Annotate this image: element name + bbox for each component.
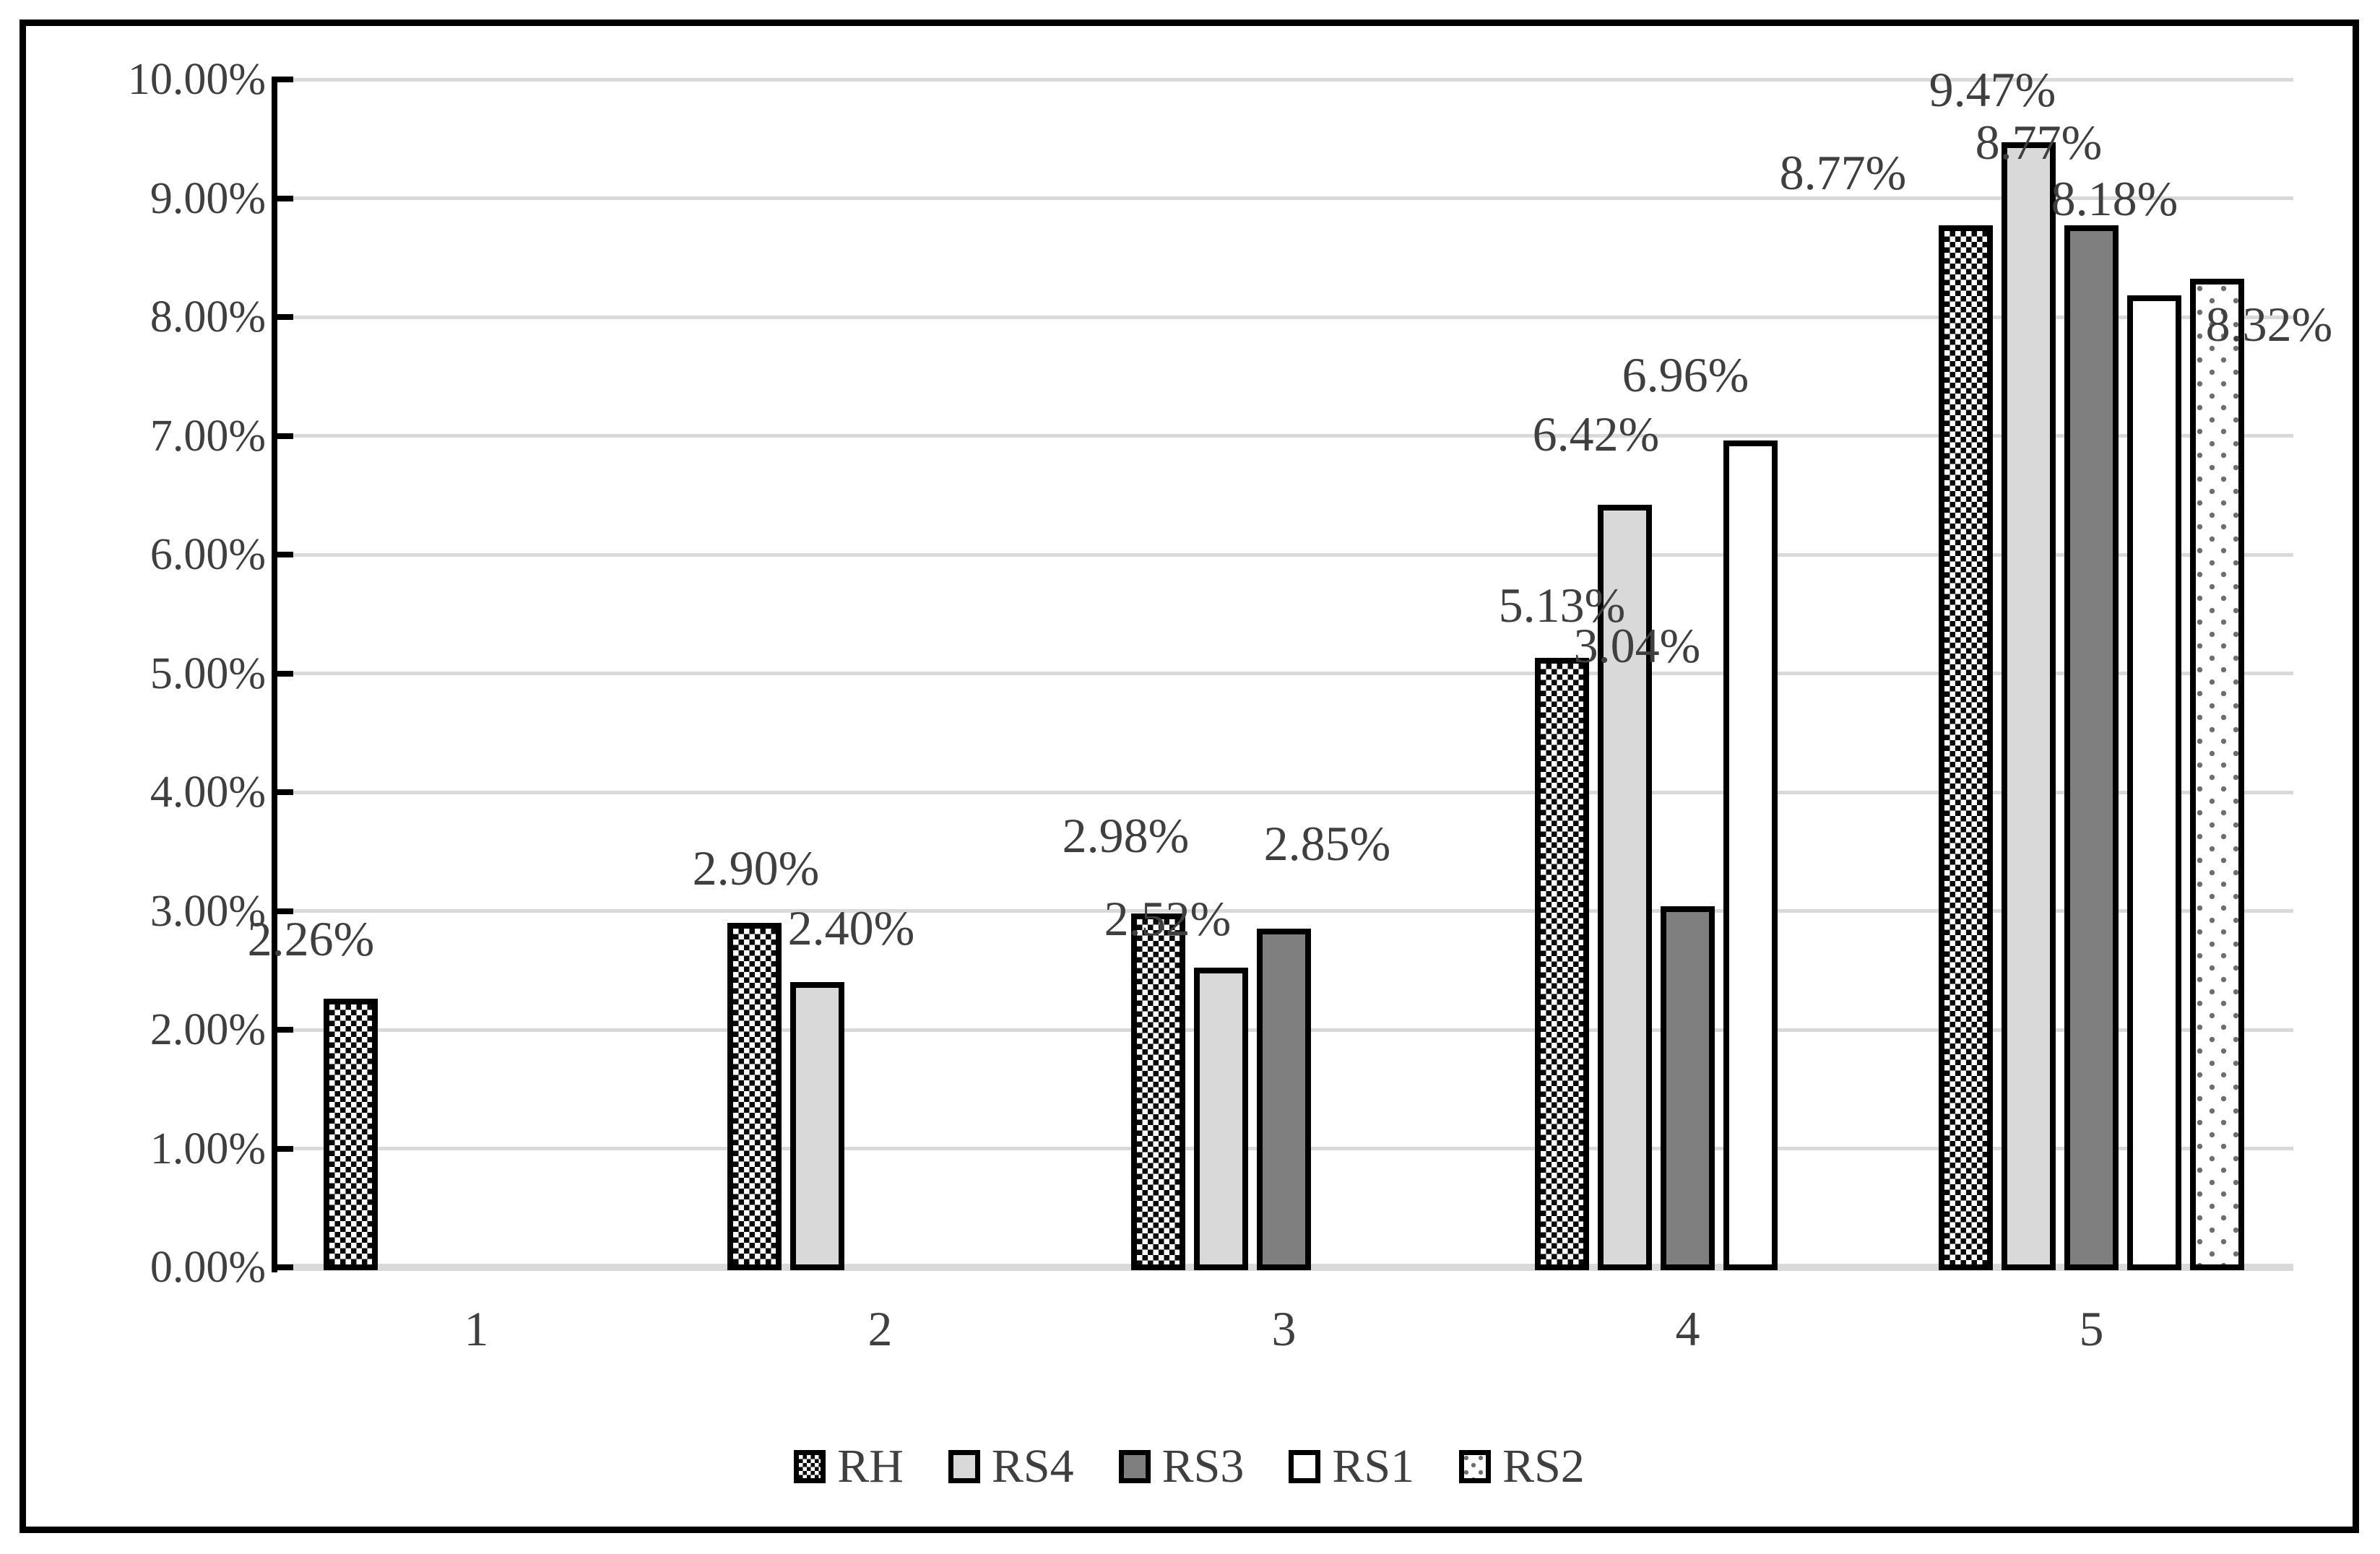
x-category-label-5: 5 <box>2079 1301 2104 1356</box>
y-tick-label: 2.00% <box>150 1005 266 1054</box>
y-tick-label: 4.00% <box>150 768 266 817</box>
legend-item-rs3: RS3 <box>1118 1440 1245 1493</box>
bar-rs4-cat3 <box>1194 968 1248 1270</box>
data-label-rs1-cat5: 8.18% <box>2051 171 2178 226</box>
y-axis-tick <box>274 908 293 914</box>
y-axis-tick <box>274 1027 293 1033</box>
data-label-rs3-cat5: 8.77% <box>1975 115 2103 170</box>
y-axis-tick <box>274 789 293 795</box>
y-axis-tick <box>274 314 293 320</box>
plot-area: 0.00% 1.00% 2.00% 3.00% 4.00% 5.00% 6.00% 7.00%… <box>26 26 2353 1527</box>
x-category-label-2: 2 <box>867 1301 893 1356</box>
bar-rs4-cat2 <box>790 982 844 1270</box>
y-tick-label: 3.00% <box>150 886 266 936</box>
bar-rs3-cat3 <box>1257 929 1311 1270</box>
y-axis-tick <box>274 670 293 677</box>
chart-figure: 0.00% 1.00% 2.00% 3.00% 4.00% 5.00% 6.00% 7.00%… <box>20 19 2359 1533</box>
bar-rs4-cat5 <box>2002 142 2056 1270</box>
legend: RH RS4 RS3 RS1 RS2 <box>26 1443 2353 1490</box>
data-label-rs4-cat2: 2.40% <box>787 900 915 955</box>
data-label-rh-cat1: 2.26% <box>247 911 375 966</box>
legend-label-rs3: RS3 <box>1161 1440 1245 1493</box>
y-tick-label: 6.00% <box>150 530 266 579</box>
data-label-rs1-cat4: 6.96% <box>1622 347 1749 402</box>
data-label-rh-cat5: 8.77% <box>1779 145 1907 200</box>
legend-swatch-rs4-icon <box>948 1450 980 1483</box>
data-label-rh-cat2: 2.90% <box>692 841 820 895</box>
y-axis-tick <box>274 195 293 201</box>
data-label-rs4-cat5: 9.47% <box>1929 62 2056 117</box>
data-label-rh-cat4: 5.13% <box>1498 578 1626 633</box>
bar-rs1-cat4 <box>1723 440 1778 1270</box>
y-axis-line <box>272 77 277 1272</box>
bar-rh-cat1 <box>324 999 378 1270</box>
y-tick-label: 7.00% <box>150 411 266 461</box>
data-label-rh-cat3: 2.98% <box>1062 808 1190 863</box>
y-tick-label: 10.00% <box>127 55 266 104</box>
legend-label-rh: RH <box>837 1440 904 1493</box>
gridline-10pct <box>274 77 2293 82</box>
legend-item-rs1: RS1 <box>1289 1443 1414 1490</box>
y-tick-label: 0.00% <box>150 1243 266 1292</box>
y-tick-label: 8.00% <box>150 292 266 342</box>
data-label-rs2-cat5: 8.32% <box>2205 297 2333 352</box>
data-label-rs4-cat3: 2.52% <box>1104 891 1232 946</box>
gridline-3pct <box>274 909 2293 913</box>
bar-rh-cat3 <box>1131 913 1185 1270</box>
gridline-8pct <box>274 315 2293 319</box>
gridline-4pct <box>274 790 2293 794</box>
legend-label-rs2: RS2 <box>1502 1440 1585 1493</box>
data-label-rs4-cat4: 6.42% <box>1532 407 1660 461</box>
y-axis-tick <box>274 433 293 439</box>
y-tick-label: 1.00% <box>150 1124 266 1173</box>
gridline-9pct <box>274 196 2293 200</box>
bar-rs3-cat4 <box>1661 906 1715 1270</box>
bar-rs3-cat5 <box>2064 225 2119 1270</box>
legend-swatch-rs3-icon <box>1118 1450 1151 1483</box>
y-tick-label: 9.00% <box>150 173 266 223</box>
legend-swatch-rs2-icon <box>1459 1450 1492 1483</box>
legend-item-rs4: RS4 <box>948 1443 1074 1490</box>
legend-item-rs2: RS2 <box>1459 1443 1585 1490</box>
bar-rs4-cat4 <box>1598 505 1652 1270</box>
x-category-label-1: 1 <box>464 1301 489 1356</box>
legend-swatch-rh-icon <box>794 1450 826 1483</box>
legend-swatch-rs1-icon <box>1289 1450 1321 1483</box>
gridline-5pct <box>274 672 2293 675</box>
bar-rs1-cat5 <box>2127 295 2181 1270</box>
y-axis-tick <box>274 1264 293 1270</box>
legend-label-rs4: RS4 <box>991 1440 1074 1493</box>
x-category-label-4: 4 <box>1675 1301 1700 1356</box>
bar-rh-cat4 <box>1535 658 1589 1270</box>
y-tick-label: 5.00% <box>150 648 266 698</box>
data-label-rs3-cat4: 3.04% <box>1573 618 1701 673</box>
bar-rh-cat5 <box>1939 225 1993 1270</box>
bar-rh-cat2 <box>727 923 782 1270</box>
bar-rs2-cat5 <box>2190 279 2244 1270</box>
legend-label-rs1: RS1 <box>1332 1440 1415 1493</box>
y-axis-tick <box>274 1145 293 1152</box>
y-axis-tick <box>274 552 293 557</box>
data-label-rs3-cat3: 2.85% <box>1263 816 1391 871</box>
legend-item-rh: RH <box>794 1443 904 1490</box>
x-category-label-3: 3 <box>1271 1301 1297 1356</box>
gridline-7pct <box>274 434 2293 438</box>
gridline-6pct <box>274 552 2293 557</box>
y-axis-tick <box>274 77 293 82</box>
